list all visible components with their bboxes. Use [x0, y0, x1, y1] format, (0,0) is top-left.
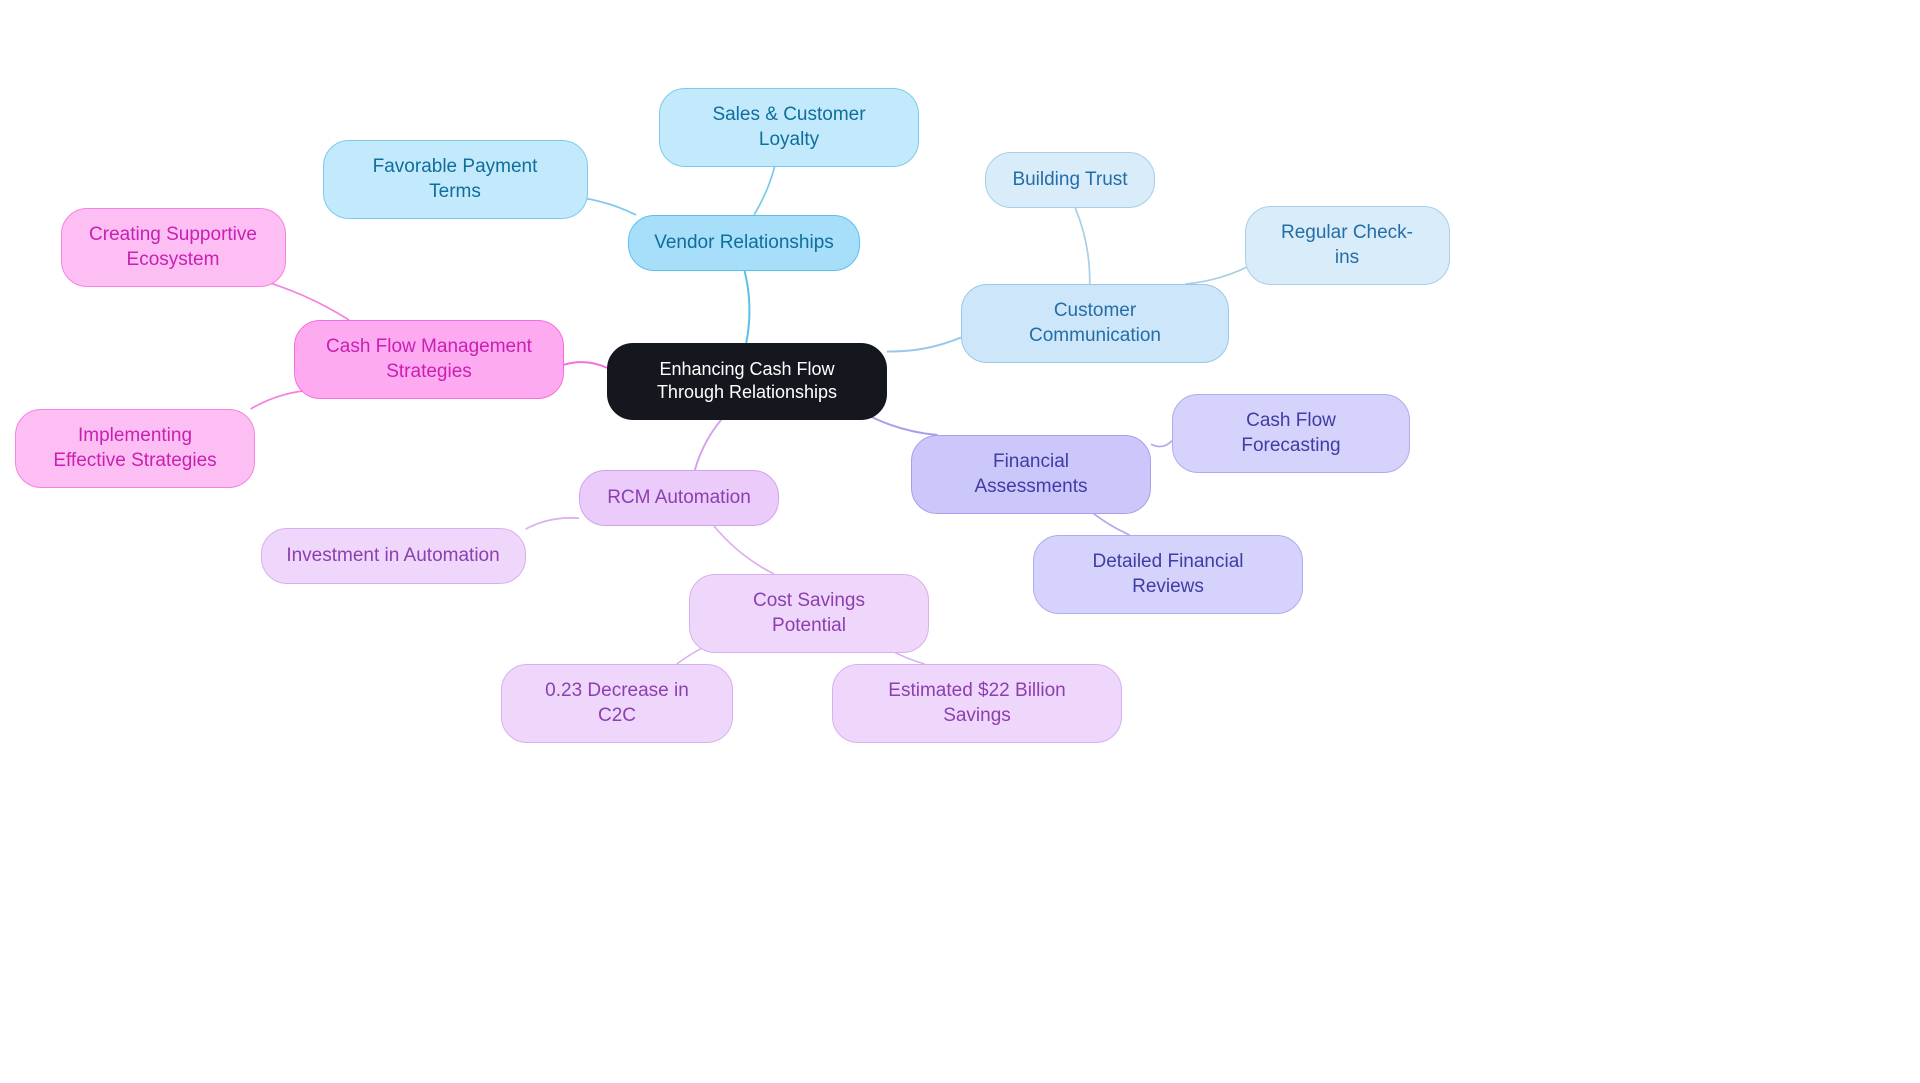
- node-label: Enhancing Cash Flow Through Relationship…: [632, 358, 862, 405]
- edge-root-rcm: [695, 413, 727, 470]
- node-label: Customer Communication: [986, 299, 1204, 348]
- node-root: Enhancing Cash Flow Through Relationship…: [607, 343, 887, 420]
- edge-financial-financial_forecast: [1151, 441, 1172, 447]
- node-financial_forecast: Cash Flow Forecasting: [1172, 394, 1410, 473]
- node-rcm_invest: Investment in Automation: [261, 528, 526, 584]
- node-customer_checkins: Regular Check-ins: [1245, 206, 1450, 285]
- node-rcm: RCM Automation: [579, 470, 779, 526]
- node-financial_reviews: Detailed Financial Reviews: [1033, 535, 1303, 614]
- edge-rcm-rcm_savings: [714, 526, 774, 574]
- node-label: Sales & Customer Loyalty: [684, 103, 894, 152]
- node-label: Cost Savings Potential: [714, 589, 904, 638]
- node-rcm_savings: Cost Savings Potential: [689, 574, 929, 653]
- node-rcm_22b: Estimated $22 Billion Savings: [832, 664, 1122, 743]
- node-label: Building Trust: [1012, 168, 1127, 193]
- edge-root-customer: [887, 337, 961, 351]
- node-label: RCM Automation: [607, 486, 751, 511]
- node-cashmgmt_eco: Creating Supportive Ecosystem: [61, 208, 286, 287]
- node-label: Creating Supportive Ecosystem: [86, 223, 261, 272]
- node-label: Detailed Financial Reviews: [1058, 550, 1278, 599]
- node-label: Cash Flow Management Strategies: [319, 335, 539, 384]
- node-label: Implementing Effective Strategies: [40, 424, 230, 473]
- edge-customer-customer_trust: [1075, 208, 1089, 284]
- node-cashmgmt: Cash Flow Management Strategies: [294, 320, 564, 399]
- node-vendor_sales: Sales & Customer Loyalty: [659, 88, 919, 167]
- node-label: Favorable Payment Terms: [348, 155, 563, 204]
- node-label: Investment in Automation: [286, 544, 499, 569]
- node-rcm_c2c: 0.23 Decrease in C2C: [501, 664, 733, 743]
- node-label: Regular Check-ins: [1270, 221, 1425, 270]
- node-label: Vendor Relationships: [654, 231, 834, 256]
- node-customer: Customer Communication: [961, 284, 1229, 363]
- edge-root-cashmgmt: [564, 362, 607, 368]
- node-label: Financial Assessments: [936, 450, 1126, 499]
- node-cashmgmt_impl: Implementing Effective Strategies: [15, 409, 255, 488]
- edge-root-vendor: [745, 271, 750, 343]
- edge-root-financial: [864, 413, 938, 435]
- node-financial: Financial Assessments: [911, 435, 1151, 514]
- node-label: 0.23 Decrease in C2C: [526, 679, 708, 728]
- node-vendor_terms: Favorable Payment Terms: [323, 140, 588, 219]
- edge-rcm-rcm_invest: [526, 518, 580, 529]
- node-vendor: Vendor Relationships: [628, 215, 860, 271]
- node-label: Estimated $22 Billion Savings: [857, 679, 1097, 728]
- node-label: Cash Flow Forecasting: [1197, 409, 1385, 458]
- node-customer_trust: Building Trust: [985, 152, 1155, 208]
